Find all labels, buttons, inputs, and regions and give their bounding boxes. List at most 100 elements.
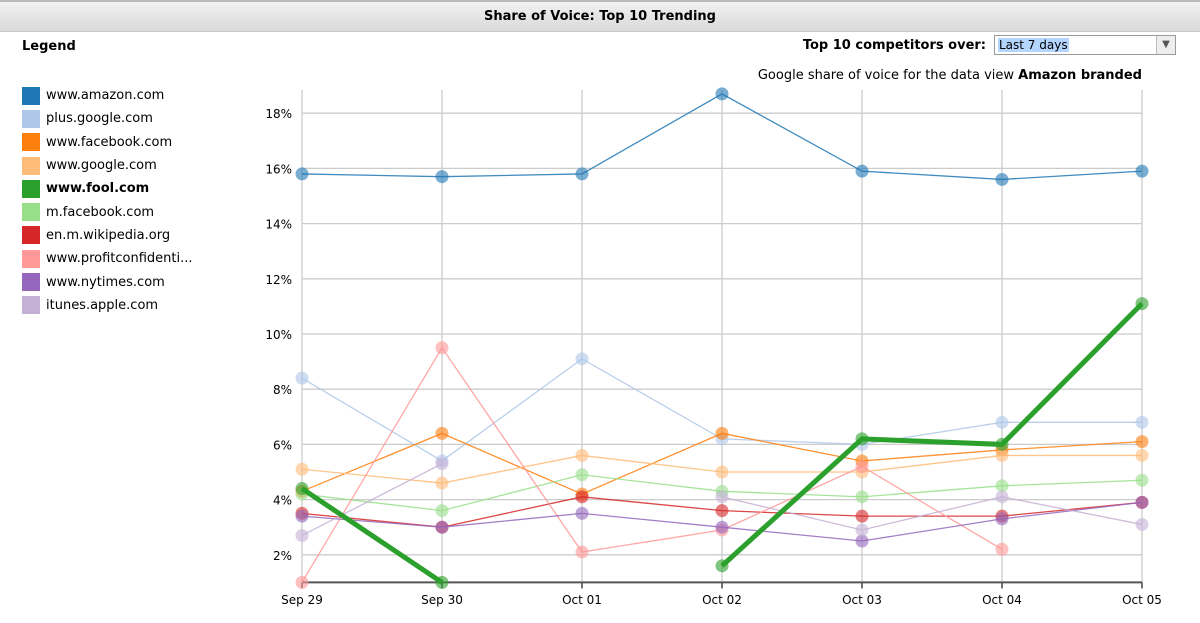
legend-item[interactable]: en.m.wikipedia.org bbox=[22, 224, 193, 247]
series-www-nytimes-com bbox=[295, 495, 1149, 548]
series-line bbox=[300, 486, 444, 585]
x-tick-label: Oct 01 bbox=[562, 593, 602, 607]
legend-swatch bbox=[22, 156, 40, 175]
series-line bbox=[301, 346, 1003, 583]
legend-swatch bbox=[22, 86, 40, 105]
legend-label: www.google.com bbox=[46, 158, 157, 174]
data-point bbox=[575, 506, 589, 520]
y-tick-label: 12% bbox=[265, 273, 292, 287]
x-tick-label: Oct 03 bbox=[842, 593, 882, 607]
data-point bbox=[995, 415, 1009, 429]
data-point bbox=[855, 459, 869, 473]
data-point bbox=[435, 457, 449, 471]
data-point bbox=[575, 468, 589, 482]
legend-item[interactable]: plus.google.com bbox=[22, 107, 193, 130]
data-point bbox=[575, 490, 589, 504]
legend-label: en.m.wikipedia.org bbox=[46, 227, 171, 243]
legend-label: itunes.apple.com bbox=[46, 297, 159, 313]
legend-item[interactable]: www.amazon.com bbox=[22, 84, 193, 107]
data-point bbox=[715, 504, 729, 518]
data-point bbox=[715, 559, 729, 573]
data-point bbox=[435, 341, 449, 355]
data-point bbox=[1135, 495, 1149, 509]
period-label: Top 10 competitors over: bbox=[802, 37, 986, 53]
data-point bbox=[1135, 435, 1149, 449]
data-point bbox=[715, 465, 729, 479]
chart-subtitle: Google share of voice for the data view … bbox=[758, 68, 1142, 83]
legend-label: plus.google.com bbox=[46, 111, 153, 127]
data-point bbox=[435, 426, 449, 440]
data-point bbox=[295, 575, 309, 589]
y-tick-label: 6% bbox=[273, 438, 292, 452]
data-point bbox=[575, 352, 589, 366]
chevron-down-icon[interactable]: ▼ bbox=[1156, 36, 1175, 54]
subtitle-text: Google share of voice for the data view bbox=[757, 68, 1019, 83]
data-point bbox=[295, 462, 309, 476]
legend-item[interactable]: www.fool.com bbox=[22, 177, 193, 200]
legend-item[interactable]: m.facebook.com bbox=[22, 200, 193, 223]
legend-item[interactable]: www.profitconfidenti... bbox=[22, 247, 193, 270]
data-point bbox=[295, 167, 309, 181]
legend-item[interactable]: itunes.apple.com bbox=[22, 294, 193, 317]
data-point bbox=[1135, 473, 1149, 487]
period-select[interactable]: Last 7 days ▼ bbox=[994, 35, 1176, 55]
data-point bbox=[295, 509, 309, 523]
data-point bbox=[1135, 164, 1149, 178]
data-view-name: Amazon branded bbox=[1018, 68, 1142, 83]
legend-item[interactable]: www.google.com bbox=[22, 154, 193, 177]
data-point bbox=[995, 172, 1009, 186]
data-point bbox=[435, 575, 449, 589]
data-point bbox=[575, 167, 589, 181]
data-point bbox=[1135, 517, 1149, 531]
data-point bbox=[995, 512, 1009, 526]
x-tick-label: Oct 05 bbox=[1122, 593, 1162, 607]
series-www-google-com bbox=[295, 448, 1149, 490]
data-point bbox=[295, 528, 309, 542]
legend-swatch bbox=[22, 133, 40, 152]
y-tick-label: 8% bbox=[273, 383, 292, 397]
legend-swatch bbox=[22, 179, 40, 198]
period-control: Top 10 competitors over: Last 7 days ▼ bbox=[803, 35, 1176, 55]
data-point bbox=[1135, 297, 1149, 311]
series-www-fool-com bbox=[295, 297, 1149, 589]
data-point bbox=[855, 509, 869, 523]
series-line bbox=[720, 301, 1144, 568]
legend-item[interactable]: www.facebook.com bbox=[22, 131, 193, 154]
legend-title: Legend bbox=[22, 39, 76, 54]
data-point bbox=[295, 371, 309, 385]
series-www-profitconfidenti- bbox=[295, 341, 1009, 589]
data-point bbox=[855, 523, 869, 537]
y-tick-label: 14% bbox=[265, 218, 292, 232]
series-itunes-apple-com bbox=[295, 457, 1149, 542]
period-selected-value: Last 7 days bbox=[998, 38, 1069, 52]
data-point bbox=[435, 504, 449, 518]
legend-swatch bbox=[22, 296, 40, 315]
x-tick-label: Oct 02 bbox=[702, 593, 742, 607]
data-point bbox=[855, 164, 869, 178]
title-bar: Share of Voice: Top 10 Trending bbox=[0, 0, 1200, 32]
y-tick-label: 16% bbox=[265, 162, 292, 176]
data-point bbox=[995, 479, 1009, 493]
legend-label: www.nytimes.com bbox=[46, 274, 165, 290]
data-point bbox=[855, 432, 869, 446]
x-tick-label: Sep 30 bbox=[421, 593, 463, 607]
legend-swatch bbox=[22, 226, 40, 245]
data-point bbox=[855, 534, 869, 548]
legend-label: www.amazon.com bbox=[46, 88, 165, 104]
data-point bbox=[1135, 415, 1149, 429]
legend-item[interactable]: www.nytimes.com bbox=[22, 270, 193, 293]
data-point bbox=[1135, 448, 1149, 462]
data-point bbox=[715, 490, 729, 504]
data-point bbox=[435, 170, 449, 184]
legend-label: www.profitconfidenti... bbox=[46, 251, 193, 267]
data-point bbox=[575, 448, 589, 462]
data-point bbox=[435, 476, 449, 490]
data-point bbox=[995, 542, 1009, 556]
y-tick-label: 10% bbox=[265, 328, 292, 342]
legend-label: www.facebook.com bbox=[46, 134, 173, 150]
y-tick-label: 2% bbox=[273, 549, 292, 563]
data-point bbox=[715, 87, 729, 101]
data-point bbox=[575, 545, 589, 559]
data-point bbox=[995, 490, 1009, 504]
